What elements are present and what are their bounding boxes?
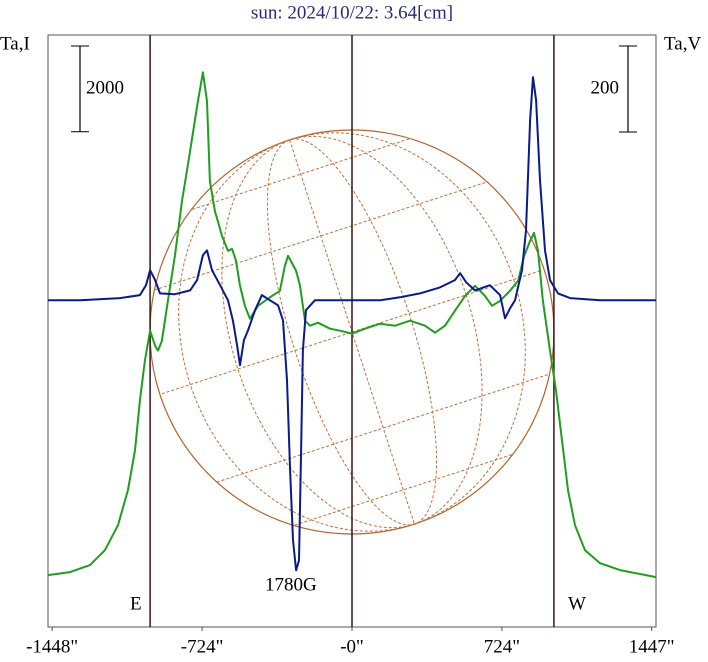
series-line xyxy=(47,71,657,579)
x-tick-label: 724" xyxy=(484,636,520,657)
scale-bar-label: 200 xyxy=(591,77,620,98)
peak-annotation: 1780G xyxy=(265,574,317,595)
x-tick-label: -1448" xyxy=(26,636,78,657)
scale-bar-label: 2000 xyxy=(86,77,124,98)
chart-title: sun: 2024/10/22: 3.64[cm] xyxy=(251,2,453,23)
series-line xyxy=(48,76,656,572)
x-tick-label: -0" xyxy=(340,636,364,657)
west-label: W xyxy=(568,593,586,614)
x-tick-label: -724" xyxy=(181,636,224,657)
east-label: E xyxy=(130,593,142,614)
x-tick-label: 1447" xyxy=(629,636,675,657)
y2-axis-label: Ta,V xyxy=(664,33,701,54)
y-axis-label: Ta,I xyxy=(0,33,30,54)
